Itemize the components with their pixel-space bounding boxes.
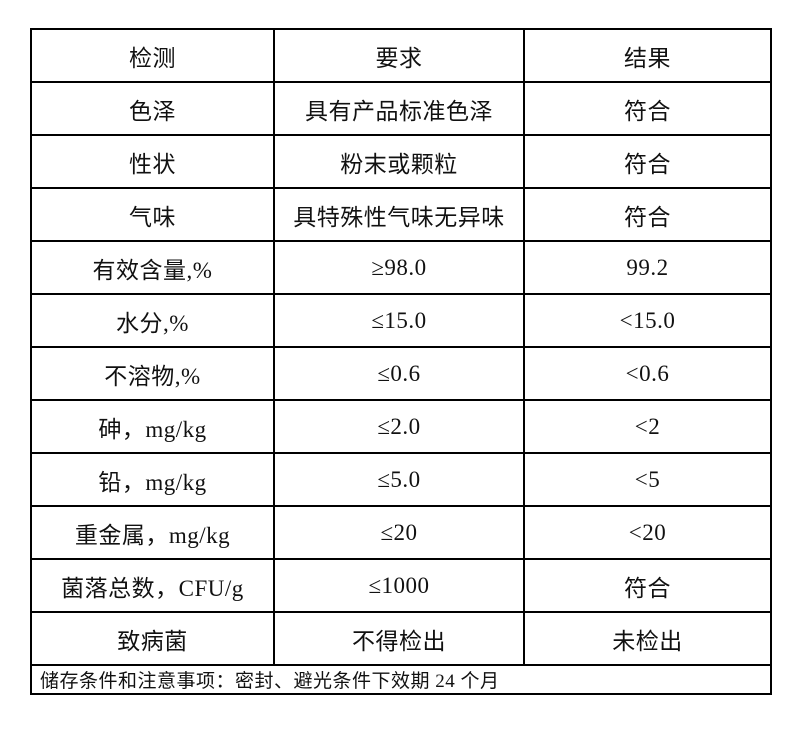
column-header-requirement: 要求 xyxy=(273,28,525,83)
item-cell: 水分,% xyxy=(30,293,275,348)
table-row: 菌落总数，CFU/g ≤1000 符合 xyxy=(30,558,772,613)
result-cell: <15.0 xyxy=(523,293,772,348)
item-cell: 致病菌 xyxy=(30,611,275,666)
item-cell: 有效含量,% xyxy=(30,240,275,295)
table-row: 不溶物,% ≤0.6 <0.6 xyxy=(30,346,772,401)
item-cell: 不溶物,% xyxy=(30,346,275,401)
item-cell: 气味 xyxy=(30,187,275,242)
item-cell: 铅，mg/kg xyxy=(30,452,275,507)
requirement-cell: 具有产品标准色泽 xyxy=(273,81,525,136)
inspection-table: 检测 要求 结果 色泽 具有产品标准色泽 符合 性状 粉末或颗粒 符合 气味 具… xyxy=(30,28,772,695)
result-cell: 未检出 xyxy=(523,611,772,666)
requirement-cell: 粉末或颗粒 xyxy=(273,134,525,189)
result-cell: <0.6 xyxy=(523,346,772,401)
table-row: 色泽 具有产品标准色泽 符合 xyxy=(30,81,772,136)
table-row: 性状 粉末或颗粒 符合 xyxy=(30,134,772,189)
item-cell: 重金属，mg/kg xyxy=(30,505,275,560)
table-row: 气味 具特殊性气味无异味 符合 xyxy=(30,187,772,242)
column-header-inspection: 检测 xyxy=(30,28,275,83)
requirement-cell: 具特殊性气味无异味 xyxy=(273,187,525,242)
table-row: 砷，mg/kg ≤2.0 <2 xyxy=(30,399,772,454)
requirement-cell: ≤5.0 xyxy=(273,452,525,507)
table-row: 致病菌 不得检出 未检出 xyxy=(30,611,772,666)
table-header-row: 检测 要求 结果 xyxy=(30,28,772,83)
requirement-cell: ≤15.0 xyxy=(273,293,525,348)
item-cell: 性状 xyxy=(30,134,275,189)
table-row: 有效含量,% ≥98.0 99.2 xyxy=(30,240,772,295)
result-cell: <5 xyxy=(523,452,772,507)
result-cell: <2 xyxy=(523,399,772,454)
requirement-cell: ≤1000 xyxy=(273,558,525,613)
requirement-cell: 不得检出 xyxy=(273,611,525,666)
requirement-cell: ≥98.0 xyxy=(273,240,525,295)
item-cell: 砷，mg/kg xyxy=(30,399,275,454)
result-cell: 符合 xyxy=(523,187,772,242)
item-cell: 色泽 xyxy=(30,81,275,136)
table-footer-row: 储存条件和注意事项：密封、避光条件下效期 24 个月 xyxy=(30,664,772,695)
requirement-cell: ≤20 xyxy=(273,505,525,560)
requirement-cell: ≤2.0 xyxy=(273,399,525,454)
result-cell: 99.2 xyxy=(523,240,772,295)
result-cell: 符合 xyxy=(523,81,772,136)
result-cell: <20 xyxy=(523,505,772,560)
table-row: 铅，mg/kg ≤5.0 <5 xyxy=(30,452,772,507)
table-row: 重金属，mg/kg ≤20 <20 xyxy=(30,505,772,560)
result-cell: 符合 xyxy=(523,134,772,189)
requirement-cell: ≤0.6 xyxy=(273,346,525,401)
column-header-result: 结果 xyxy=(523,28,772,83)
result-cell: 符合 xyxy=(523,558,772,613)
item-cell: 菌落总数，CFU/g xyxy=(30,558,275,613)
table-row: 水分,% ≤15.0 <15.0 xyxy=(30,293,772,348)
storage-note: 储存条件和注意事项：密封、避光条件下效期 24 个月 xyxy=(30,664,772,695)
